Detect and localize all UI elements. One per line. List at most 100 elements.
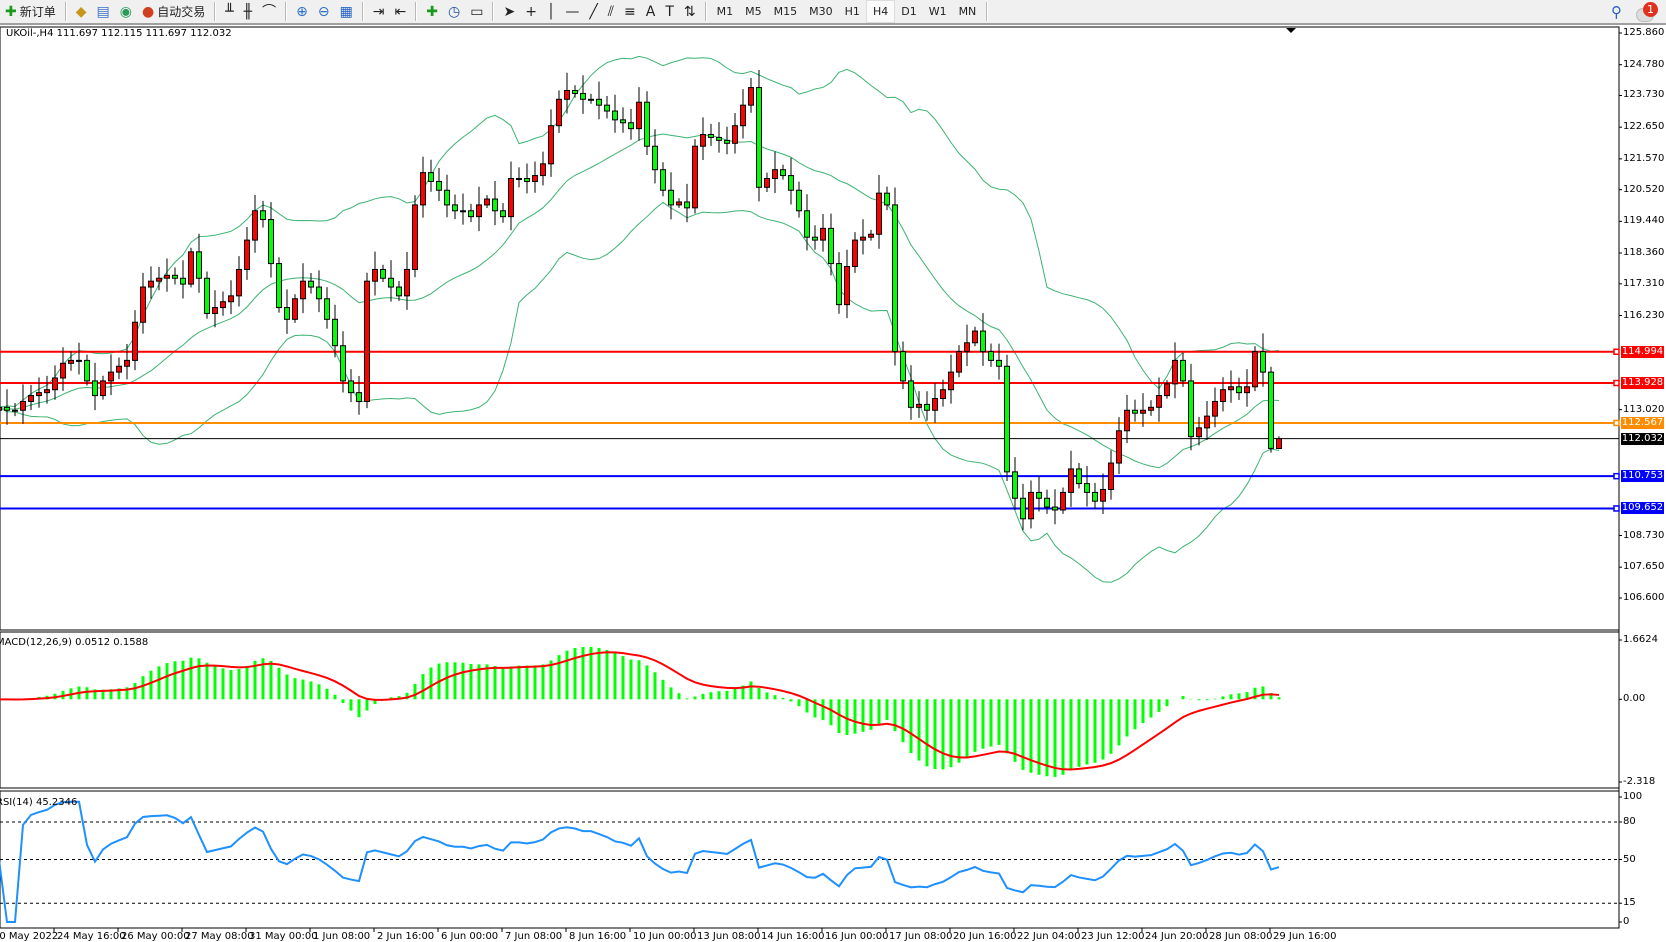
candle-bull bbox=[0, 406, 2, 411]
autoscroll-icon: ⇥ bbox=[372, 3, 385, 20]
candlestick-button[interactable]: ╫ bbox=[240, 1, 256, 22]
timeframe-m15[interactable]: M15 bbox=[773, 5, 798, 18]
level-label: 110.753 bbox=[1621, 470, 1664, 483]
rsi-title: RSI(14) 45.2346 bbox=[0, 797, 78, 808]
price-tick-label: 119.440 bbox=[1623, 215, 1665, 227]
notifications-button[interactable]: 1 bbox=[1636, 1, 1658, 22]
text-button[interactable]: A bbox=[642, 1, 660, 22]
candle-bull bbox=[948, 371, 954, 391]
chart-shift-button[interactable]: ⇤ bbox=[391, 1, 411, 22]
timeframe-h4[interactable]: H4 bbox=[865, 0, 896, 23]
bollinger-lower bbox=[0, 201, 1280, 583]
templates-button[interactable]: ▭ bbox=[466, 1, 487, 22]
search-icon[interactable]: ⚲ bbox=[1611, 2, 1622, 21]
equidistant-channel-button[interactable]: ⫽ bbox=[604, 1, 618, 22]
navigator-button[interactable]: ▤ bbox=[93, 1, 114, 22]
bar-chart-button[interactable]: ╨ bbox=[221, 1, 237, 22]
candlestick-icon: ╫ bbox=[243, 3, 253, 20]
candle-bear bbox=[604, 104, 610, 112]
candle-bull bbox=[12, 409, 18, 412]
candle-bear bbox=[260, 210, 266, 221]
vertical-line-icon: │ bbox=[546, 3, 556, 20]
candle-bear bbox=[436, 180, 442, 191]
market-watch-button[interactable]: ◆ bbox=[72, 1, 91, 22]
candle-bull bbox=[932, 398, 938, 411]
zoom-in-button[interactable]: ⊕ bbox=[292, 1, 312, 22]
candle-bear bbox=[204, 277, 210, 314]
signals-button[interactable]: ◉ bbox=[116, 1, 136, 22]
navigator-icon: ▤ bbox=[96, 3, 110, 20]
candle-bear bbox=[924, 403, 930, 411]
candle-bear bbox=[892, 204, 898, 353]
timeframe-m30[interactable]: M30 bbox=[809, 5, 833, 18]
candle-bear bbox=[1084, 483, 1090, 493]
candle-bull bbox=[1100, 488, 1106, 502]
rsi-tick-label: 50 bbox=[1623, 853, 1636, 865]
candle-bear bbox=[172, 274, 178, 279]
timeframe-m1[interactable]: M1 bbox=[716, 5, 734, 18]
zoom-in-icon: ⊕ bbox=[296, 3, 308, 20]
candle-bear bbox=[828, 227, 834, 265]
timeframe-m5[interactable]: M5 bbox=[745, 5, 762, 18]
timeframe-mn[interactable]: MN bbox=[958, 5, 977, 18]
cursor-button[interactable]: ➤ bbox=[499, 1, 519, 22]
fibonacci-button[interactable]: ≡ bbox=[620, 1, 640, 22]
candle-bear bbox=[500, 210, 506, 218]
autoscroll-button[interactable]: ⇥ bbox=[369, 1, 389, 22]
candle-bull bbox=[772, 169, 778, 180]
time-tick-label: 24 May 16:00 bbox=[57, 931, 126, 942]
zoom-out-icon: ⊖ bbox=[317, 3, 330, 20]
candle-bear bbox=[1052, 506, 1058, 511]
candle-bear bbox=[1004, 365, 1010, 473]
candle-bear bbox=[908, 380, 914, 408]
trendline-icon: ╱ bbox=[589, 3, 598, 20]
new-order-button[interactable]: ✚ 新订单 bbox=[1, 1, 60, 22]
time-tick-label: 14 Jun 16:00 bbox=[761, 931, 825, 942]
candle-bull bbox=[300, 280, 306, 300]
tile-windows-button[interactable]: ▦ bbox=[336, 1, 357, 22]
candle-bull bbox=[548, 125, 554, 165]
toolbar-separator bbox=[492, 2, 495, 21]
auto-trading-button[interactable]: ● 自动交易 bbox=[138, 1, 209, 22]
zoom-out-button[interactable]: ⊖ bbox=[314, 1, 334, 22]
candle-bear bbox=[1268, 371, 1274, 449]
market-watch-icon: ◆ bbox=[75, 3, 87, 20]
notification-count: 1 bbox=[1643, 1, 1658, 17]
candle-bear bbox=[644, 101, 650, 147]
price-tick-label: 108.730 bbox=[1623, 529, 1665, 541]
vertical-line-button[interactable]: │ bbox=[543, 1, 559, 22]
candle-bull bbox=[516, 178, 522, 181]
candle-bull bbox=[484, 198, 490, 206]
candle-bull bbox=[1028, 491, 1034, 520]
candle-bull bbox=[860, 236, 866, 241]
timeframe-d1[interactable]: D1 bbox=[901, 5, 917, 18]
candle-bear bbox=[804, 210, 810, 238]
timeframe-w1[interactable]: W1 bbox=[928, 5, 947, 18]
horizontal-line-button[interactable]: — bbox=[561, 1, 583, 22]
rsi-line bbox=[0, 800, 1280, 923]
candle-bear bbox=[836, 263, 842, 306]
candle-bull bbox=[1156, 395, 1162, 408]
candle-bull bbox=[1244, 386, 1250, 394]
candle-bull bbox=[1228, 386, 1234, 391]
chart-shift-marker bbox=[1286, 28, 1296, 33]
candle-bear bbox=[884, 192, 890, 206]
timeframe-h1[interactable]: H1 bbox=[844, 5, 860, 18]
crosshair-button[interactable]: + bbox=[521, 1, 541, 22]
text-label-button[interactable]: T bbox=[661, 1, 678, 22]
time-tick-label: 26 May 00:00 bbox=[121, 931, 190, 942]
periods-button[interactable]: ◷ bbox=[444, 1, 464, 22]
trendline-button[interactable]: ╱ bbox=[585, 1, 601, 22]
arrows-button[interactable]: ⇅ bbox=[680, 1, 700, 22]
chart-legend: UKOil-,H4 111.697 112.115 111.697 112.03… bbox=[6, 28, 232, 39]
time-tick-label: 27 May 08:00 bbox=[185, 931, 254, 942]
cursor-icon: ➤ bbox=[503, 3, 516, 20]
level-handle bbox=[1613, 505, 1620, 512]
candle-bull bbox=[1068, 468, 1074, 493]
candle-bear bbox=[620, 119, 626, 124]
indicators-button[interactable]: ✚ bbox=[422, 1, 442, 22]
line-chart-button[interactable]: ⌒ bbox=[258, 1, 280, 22]
candle-bear bbox=[716, 136, 722, 141]
candle-bull bbox=[372, 268, 378, 282]
